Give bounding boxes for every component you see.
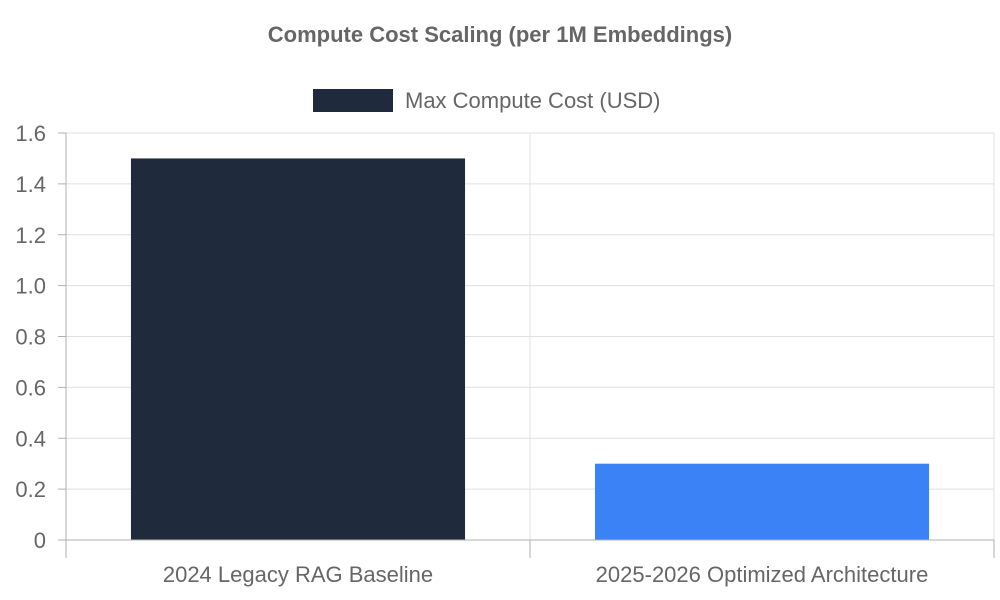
x-axis-ticks: 2024 Legacy RAG Baseline 2025-2026 Optimi… — [163, 540, 995, 587]
y-tick-label: 1.6 — [15, 121, 46, 146]
axes — [58, 133, 994, 558]
x-tick-label: 2024 Legacy RAG Baseline — [163, 562, 433, 587]
y-tick-label: 0.8 — [15, 325, 46, 350]
y-tick-label: 1.4 — [15, 172, 46, 197]
y-axis-ticks: 0 0.2 0.4 0.6 0.8 1.0 1.2 1.4 1.6 — [15, 121, 66, 553]
legend-label: Max Compute Cost (USD) — [405, 88, 661, 113]
y-tick-label: 1.0 — [15, 274, 46, 299]
x-tick-label: 2025-2026 Optimized Architecture — [596, 562, 929, 587]
y-tick-label: 1.2 — [15, 223, 46, 248]
legend-swatch — [313, 89, 393, 112]
bar-2[interactable] — [594, 463, 930, 540]
legend[interactable]: Max Compute Cost (USD) — [313, 88, 661, 113]
y-tick-label: 0.2 — [15, 477, 46, 502]
y-tick-label: 0 — [34, 528, 46, 553]
y-tick-label: 0.6 — [15, 375, 46, 400]
y-tick-label: 0.4 — [15, 426, 46, 451]
chart-title: Compute Cost Scaling (per 1M Embeddings) — [268, 22, 732, 47]
bar-1[interactable] — [130, 158, 466, 540]
bars — [130, 158, 930, 540]
